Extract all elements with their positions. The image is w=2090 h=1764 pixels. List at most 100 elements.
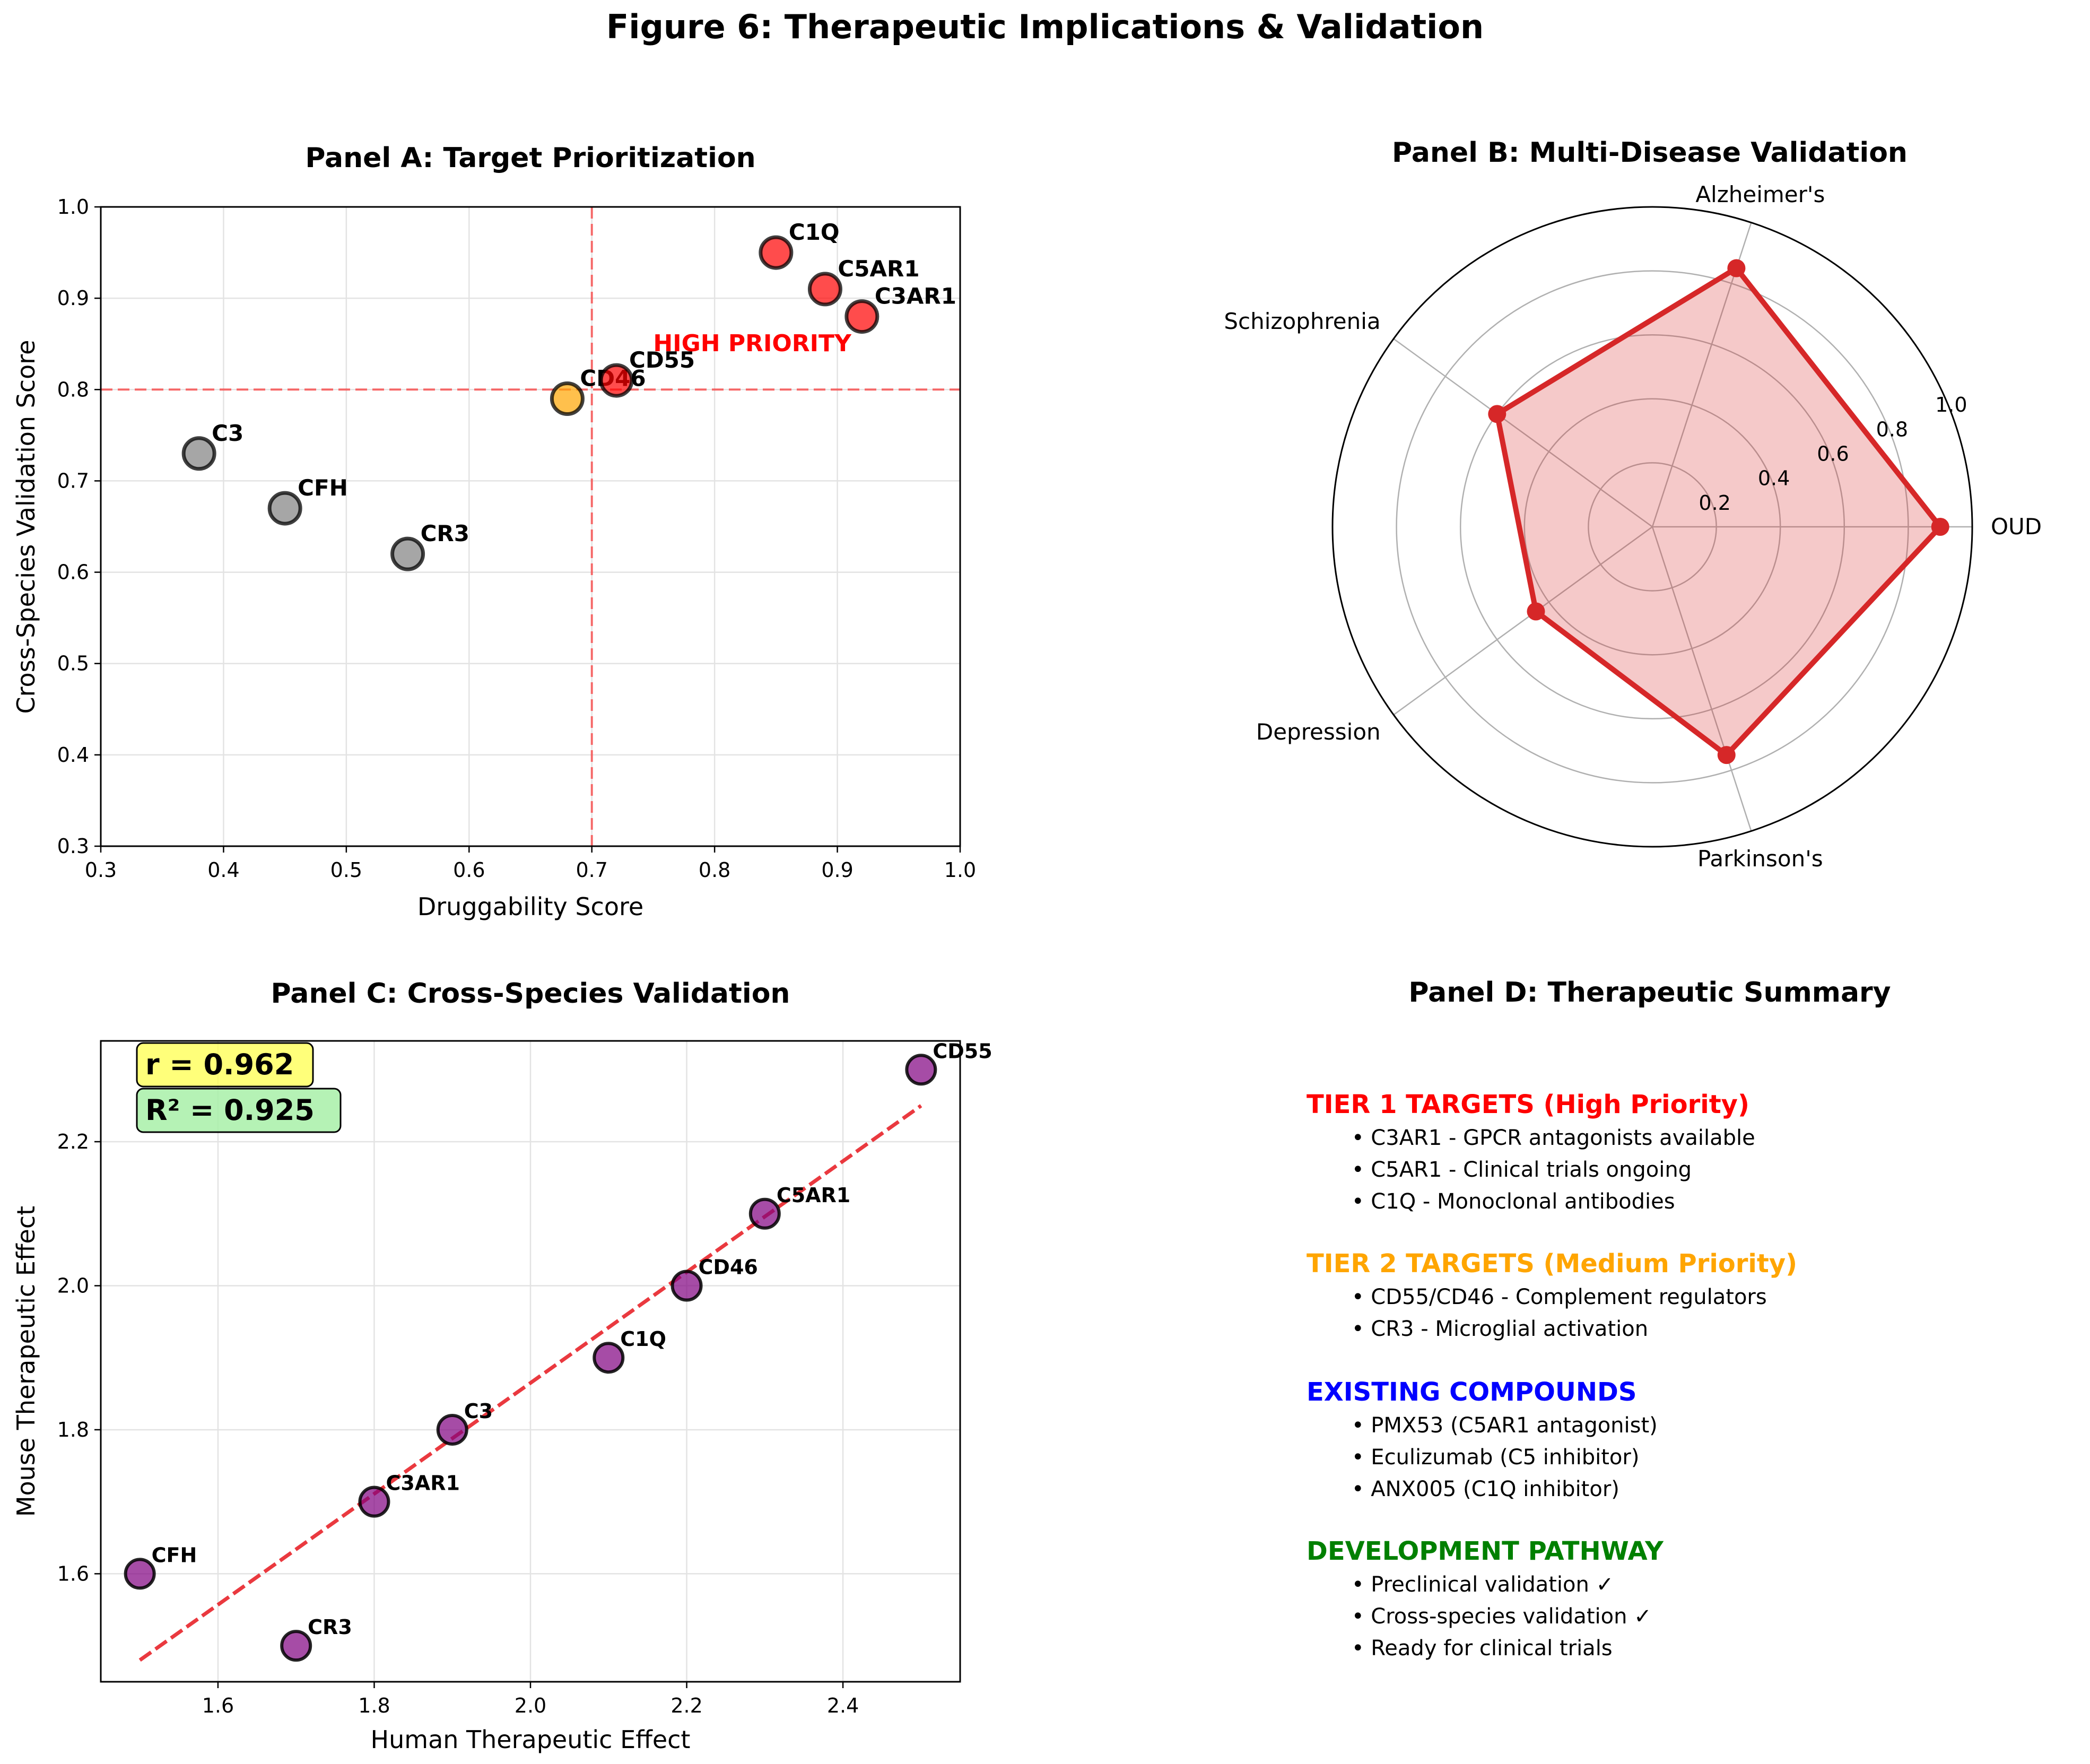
panel-c-r2-box	[136, 1088, 342, 1133]
panel-c-xtick-label: 2.4	[827, 1694, 859, 1717]
panel-b-rtick-label: 0.8	[1876, 418, 1908, 441]
panel-b-axis-label: Parkinson's	[1697, 846, 1823, 872]
panel-a-point	[550, 381, 585, 416]
panel-a-xtick-label: 0.8	[699, 858, 730, 882]
panel-a-ytick-label: 0.6	[57, 561, 89, 584]
panel-b-point	[1931, 518, 1949, 536]
panel-b-spoke	[1393, 526, 1653, 716]
panel-c-ylabel: Mouse Therapeutic Effect	[12, 1206, 40, 1517]
panel-c-marks: CFH CR3 C3AR1 C3 C1Q CD46 C5AR1 CD55 r = 0.962 R²…	[124, 1039, 992, 1662]
panel-c-xlabel: Human Therapeutic Effect	[371, 1725, 691, 1754]
panel-a-point	[844, 299, 879, 334]
panel-c-ytick-label: 2.0	[57, 1274, 89, 1297]
panel-a-point	[807, 272, 842, 307]
panel-b-axis-label: Depression	[1256, 719, 1381, 745]
panel-d-section-item: • Preclinical validation ✓	[1352, 1572, 1614, 1597]
panel-d-section-item: • Cross-species validation ✓	[1352, 1604, 1652, 1629]
panel-d-section-heading: DEVELOPMENT PATHWAY	[1307, 1536, 1664, 1566]
panel-c-xtick-label: 2.0	[515, 1694, 546, 1717]
panel-b-rtick-label: 0.4	[1758, 467, 1790, 490]
panel-a-ytick-label: 0.8	[57, 378, 89, 401]
panel-c-xtick-label: 1.8	[358, 1694, 390, 1717]
panel-c-point-label: C1Q	[620, 1327, 666, 1351]
panel-a-point-label: C3	[212, 420, 243, 446]
panel-c-xtick-label: 1.6	[202, 1694, 234, 1717]
panel-c-title: Panel C: Cross-Species Validation	[271, 978, 790, 1010]
panel-b-spoke	[1393, 338, 1653, 528]
panel-b-point	[1527, 602, 1545, 621]
panel-b-axis-label: Schizophrenia	[1224, 308, 1380, 334]
panel-d-section-item: • ANX005 (C1Q inhibitor)	[1352, 1477, 1619, 1501]
panel-c-point	[905, 1054, 937, 1086]
panel-d-section-item: • PMX53 (C5AR1 antagonist)	[1352, 1413, 1658, 1438]
panel-a-point-label: CFH	[298, 475, 348, 501]
panel-c-point-label: CD55	[933, 1039, 992, 1063]
panel-a-point-label: CR3	[421, 520, 469, 546]
panel-b: Panel B: Multi-Disease Validation 0.2 0.4…	[1224, 137, 2042, 872]
panel-a-xtick-label: 0.4	[207, 858, 239, 882]
panel-a-xtick-label: 0.5	[330, 858, 362, 882]
panel-a-ytick-label: 1.0	[57, 195, 89, 219]
panel-c-point	[670, 1270, 703, 1302]
panel-c-point-label: C5AR1	[777, 1184, 850, 1207]
panel-b-spoke	[1651, 526, 1752, 831]
panel-a-point-label: C3AR1	[875, 283, 956, 309]
panel-a-xtick-label: 0.3	[85, 858, 117, 882]
panel-a-annotation: HIGH PRIORITY	[653, 330, 852, 357]
panel-c-point-label: C3AR1	[386, 1472, 459, 1495]
panel-a-ytick-label: 0.3	[57, 835, 89, 858]
panel-a-ytick-label: 0.5	[57, 652, 89, 675]
panel-c-point	[748, 1197, 781, 1230]
panel-d-section-item: • Eculizumab (C5 inhibitor)	[1352, 1445, 1639, 1470]
panel-a-frame	[100, 206, 961, 847]
panel-b-axis-label: Alzheimer's	[1695, 181, 1825, 207]
panel-c-point-label: C3	[464, 1400, 493, 1423]
panel-b-point	[1727, 259, 1746, 277]
panel-c-point-label: CD46	[699, 1255, 758, 1279]
panel-b-rtick-label: 1.0	[1935, 393, 1967, 416]
panel-b-outer-ring	[1331, 206, 1973, 848]
panel-c-r-box	[136, 1042, 314, 1088]
panel-a-point	[181, 436, 216, 471]
panel-d-section-item: • CR3 - Microglial activation	[1352, 1317, 1648, 1341]
panel-d-section-item: • C3AR1 - GPCR antagonists available	[1352, 1126, 1755, 1150]
panel-c-point-label: CFH	[152, 1543, 197, 1567]
panel-a-ylabel: Cross-Species Validation Score	[12, 340, 40, 714]
panel-c-ytick-label: 1.8	[57, 1418, 89, 1441]
panel-c-point-label: CR3	[308, 1615, 352, 1639]
panel-b-rtick-label: 0.6	[1817, 442, 1849, 466]
panel-a-ytick-label: 0.7	[57, 469, 89, 492]
panel-a-point-label: C1Q	[789, 219, 840, 245]
panel-a-xtick-label: 0.9	[821, 858, 853, 882]
panel-a-point-label: C5AR1	[838, 256, 919, 282]
panel-b-axis-label: OUD	[1991, 514, 2042, 540]
panel-d-section-heading: TIER 2 TARGETS (Medium Priority)	[1307, 1249, 1797, 1279]
panel-d-section-item: • Ready for clinical trials	[1352, 1636, 1613, 1661]
panel-c-point	[593, 1342, 625, 1374]
panel-a-ytick-label: 0.4	[57, 743, 89, 767]
panel-b-series-area	[1494, 265, 1943, 758]
panel-c-point	[124, 1558, 156, 1590]
panel-a-xtick-label: 0.6	[453, 858, 485, 882]
panel-c-r-text: r = 0.962	[145, 1048, 294, 1081]
panel-c-grid	[101, 1041, 960, 1682]
panel-a-point	[599, 363, 634, 398]
panel-d-title: Panel D: Therapeutic Summary	[1408, 977, 1891, 1009]
panel-a-marks: C3CFHCR3CD46CD55C1QC5AR1C3AR1HIGH PRIORI…	[101, 207, 960, 846]
panel-b-point	[1717, 746, 1736, 764]
panel-a-point	[390, 536, 425, 571]
panel-d-section-item: • CD55/CD46 - Complement regulators	[1352, 1285, 1767, 1309]
panel-a-ticks: 0.3 0.4 0.5 0.6 0.7 0.8 0.9 1.0 0.3 0.4 0.5 0.6 0.7 0…	[57, 195, 977, 882]
panel-a-ytick-label: 0.9	[57, 286, 89, 310]
panel-a-xlabel: Druggability Score	[417, 892, 643, 921]
panel-a-point-label: CD55	[629, 347, 695, 373]
panel-a-point	[267, 491, 302, 526]
panel-d-section-item: • C1Q - Monoclonal antibodies	[1352, 1189, 1675, 1214]
panel-c-xtick-label: 2.2	[670, 1694, 702, 1717]
panel-b-point	[1488, 405, 1506, 423]
panel-c-point	[436, 1413, 468, 1446]
panel-d-section-heading: TIER 1 TARGETS (High Priority)	[1307, 1090, 1749, 1119]
panel-b-radar: 0.2 0.4 0.6 0.8 1.0 OUD Alzheimer's Schizophren…	[1224, 181, 2042, 872]
panel-c-ticks: 1.6 1.8 2.0 2.2 2.4 1.6 1.8 2.0 2.2	[57, 1130, 859, 1717]
